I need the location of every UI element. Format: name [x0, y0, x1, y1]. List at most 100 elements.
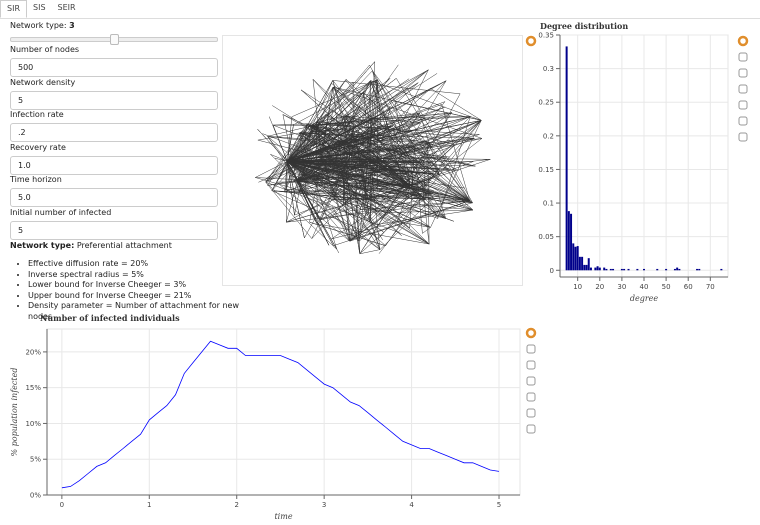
network-edge — [287, 132, 293, 162]
network-edge — [299, 132, 410, 229]
text-input[interactable]: 1.0 — [10, 155, 218, 175]
network-edge — [427, 141, 471, 201]
network-edge — [380, 113, 420, 172]
tool-icon[interactable] — [526, 344, 536, 354]
bar — [565, 46, 568, 271]
x-tick-label: 50 — [662, 283, 671, 291]
network-edge — [265, 161, 288, 180]
network-edge — [297, 134, 375, 181]
bar — [578, 256, 581, 271]
network-edge — [333, 80, 371, 165]
network-edge — [299, 132, 411, 163]
tool-icon[interactable] — [526, 424, 536, 434]
network-edge — [436, 159, 476, 167]
tab[interactable]: SEIR — [57, 3, 76, 12]
stat-item: Density parameter = Number of attachment… — [28, 301, 250, 322]
network-edge — [287, 161, 295, 216]
control-label: Network density — [10, 77, 76, 87]
network-type-value: Preferential attachment — [76, 241, 172, 250]
tool-icon[interactable] — [738, 100, 748, 110]
network-edge — [287, 161, 413, 178]
text-input[interactable]: .2 — [10, 123, 218, 142]
network-edges — [255, 61, 491, 255]
bar — [673, 268, 676, 271]
network-edge — [294, 199, 334, 216]
bar — [636, 268, 639, 271]
y-tick-label: 0.25 — [538, 99, 554, 107]
text-input[interactable]: 5 — [10, 220, 218, 240]
network-edge — [287, 78, 397, 162]
network-edge — [333, 86, 482, 139]
stat-item: Inverse spectral radius = 5% — [28, 270, 250, 281]
bar — [603, 267, 606, 271]
network-edge — [287, 161, 368, 200]
stats: Effective diffusion rate = 20%Inverse sp… — [10, 259, 250, 322]
network-edge — [298, 129, 351, 182]
network-edge — [267, 136, 450, 158]
network-edge — [284, 161, 288, 192]
network-edge — [302, 125, 393, 176]
network-edge — [359, 144, 456, 154]
network-edge — [367, 101, 446, 200]
tab[interactable]: SIS — [33, 3, 46, 12]
network-edge — [287, 161, 422, 173]
x-tick-label: 20 — [595, 283, 604, 291]
x-tick-label: 40 — [640, 283, 649, 291]
bar — [696, 268, 699, 271]
network-edge — [293, 115, 346, 182]
infected-chart: Number of infected individuals0%5%10%15%… — [10, 313, 537, 521]
slider: Network type: 3 — [10, 21, 218, 45]
network-edge — [353, 64, 399, 128]
slider-track[interactable] — [10, 34, 218, 45]
tool-icon[interactable] — [526, 408, 536, 418]
bar — [676, 267, 679, 271]
network-edge — [287, 80, 334, 162]
network-edge — [370, 80, 471, 117]
network-edge — [297, 139, 450, 181]
network-edge — [287, 161, 362, 211]
network-edge — [372, 70, 411, 163]
tool-icon[interactable] — [738, 52, 748, 62]
network-edge — [287, 144, 355, 162]
network-edge — [287, 161, 411, 186]
x-tick-label: 0 — [60, 501, 64, 509]
bar — [612, 268, 615, 271]
tool-icon[interactable] — [738, 132, 748, 142]
network-edge — [382, 113, 420, 162]
tool-icon[interactable] — [738, 84, 748, 94]
tool-icon[interactable] — [526, 376, 536, 386]
y-tick-label: 0.05 — [538, 233, 554, 241]
slider-value: 3 — [69, 21, 75, 30]
network-edge — [357, 82, 419, 140]
text-input[interactable]: 5.0 — [10, 188, 218, 207]
tool-icon[interactable] — [526, 392, 536, 402]
x-tick-label: 10 — [573, 283, 582, 291]
bokeh-logo — [737, 35, 749, 47]
bar — [620, 268, 623, 271]
y-axis-label: % population infected — [10, 368, 19, 457]
network-edge — [272, 124, 473, 204]
control-label: Recovery rate — [10, 142, 66, 152]
network-edge — [357, 129, 415, 140]
text-input[interactable]: 5 — [10, 90, 218, 110]
network-edge — [287, 69, 429, 162]
bar — [678, 268, 681, 271]
network-edge — [370, 80, 411, 186]
tab[interactable]: SIR — [0, 0, 27, 18]
y-tick-label: 0.15 — [538, 166, 554, 174]
tool-icon[interactable] — [526, 360, 536, 370]
text-input[interactable]: 500 — [10, 58, 218, 77]
network-edge — [376, 79, 440, 175]
bar — [567, 211, 570, 271]
network-edge — [342, 164, 346, 206]
tool-icon[interactable] — [738, 68, 748, 78]
network-edge — [343, 191, 381, 250]
tool-icon[interactable] — [738, 116, 748, 126]
stat-item: Lower bound for Inverse Cheeger = 3% — [28, 280, 250, 291]
degree-chart: Degree distribution 0 0.05 0.1 0.15 0.2 0.25 0.… — [538, 21, 749, 303]
network-edge — [255, 177, 411, 186]
network-edge — [364, 80, 371, 211]
network-edge — [287, 161, 344, 206]
network-edge — [257, 132, 300, 141]
bar — [656, 268, 659, 271]
